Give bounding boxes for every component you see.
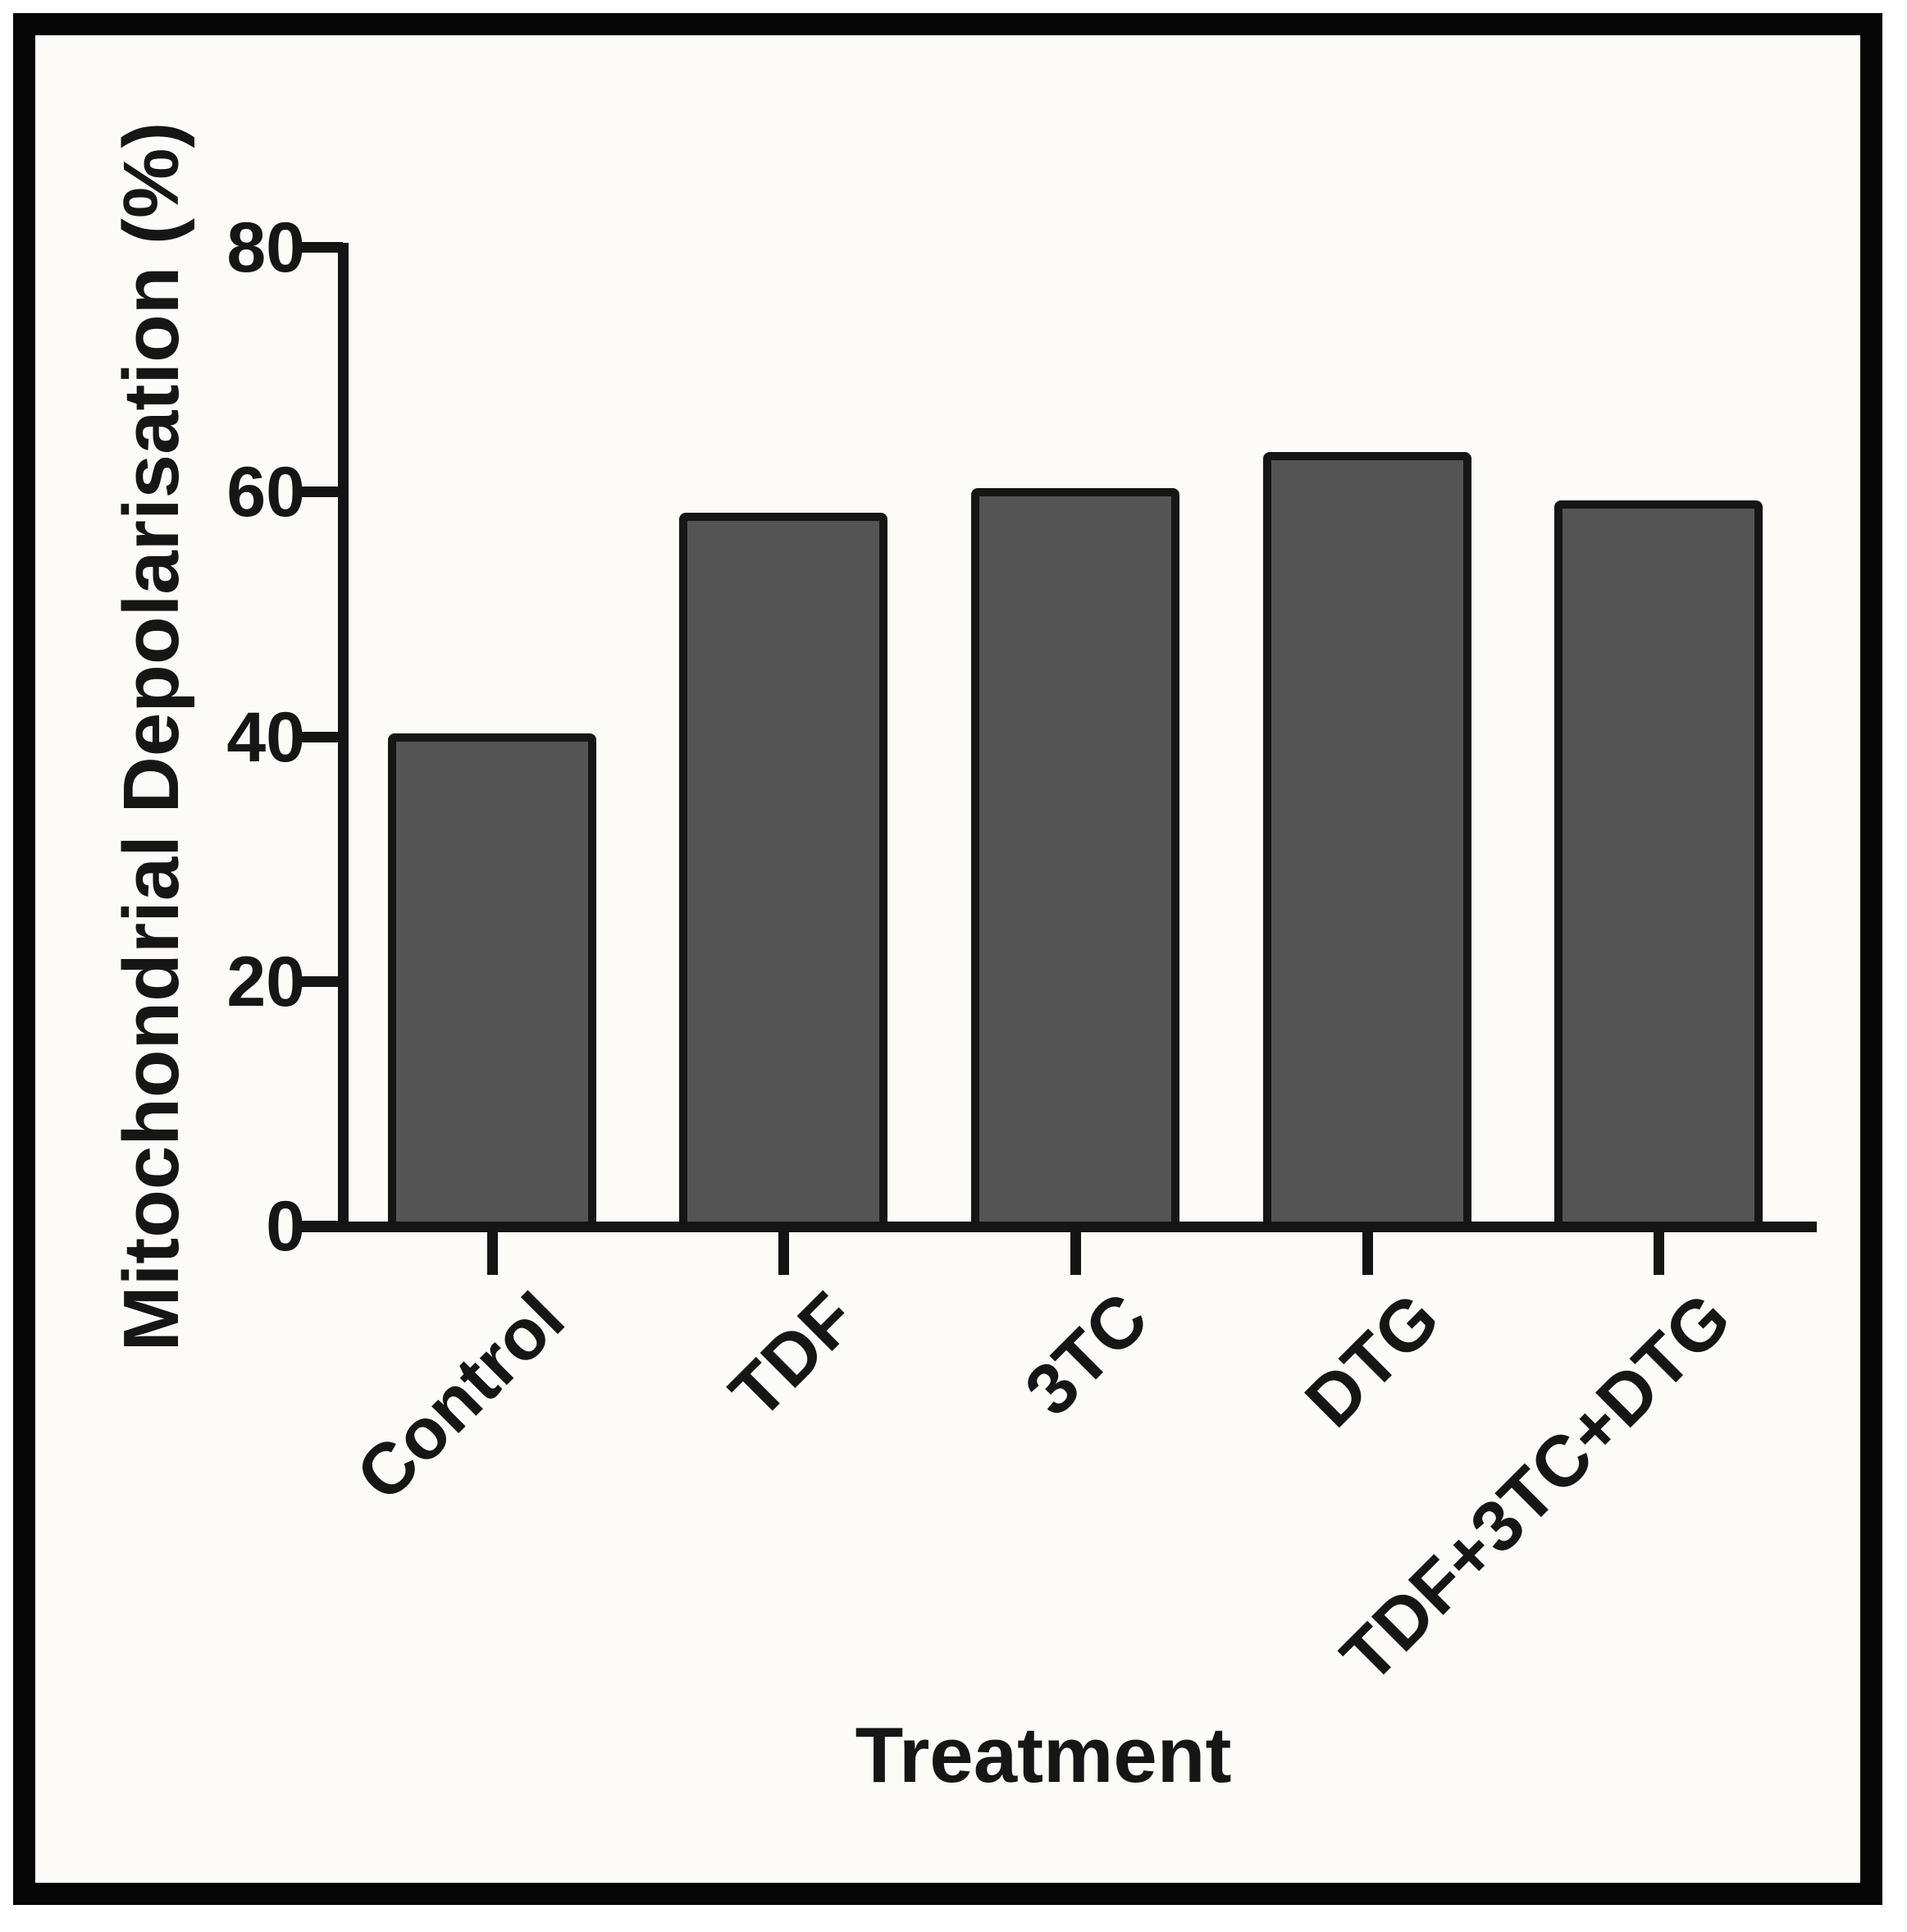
- y-tick-label: 40: [226, 698, 305, 777]
- y-tick: [302, 486, 343, 497]
- x-tick: [1070, 1232, 1081, 1275]
- y-tick: [302, 976, 343, 987]
- x-axis-title: Treatment: [855, 1711, 1232, 1799]
- bar: [1554, 500, 1763, 1231]
- y-tick-label: 20: [226, 943, 305, 1021]
- y-tick-label: 60: [226, 453, 305, 532]
- y-tick-label: 80: [226, 208, 305, 287]
- y-axis-title: Mitochondrial Depolarisation (%): [107, 121, 195, 1352]
- y-tick: [302, 1221, 343, 1231]
- y-tick: [302, 732, 343, 742]
- bar: [388, 733, 596, 1231]
- x-tick: [778, 1232, 789, 1275]
- x-tick: [487, 1232, 498, 1275]
- bar: [1263, 452, 1471, 1231]
- x-axis-line: [302, 1222, 1817, 1232]
- y-tick: [302, 242, 343, 253]
- x-tick: [1654, 1232, 1664, 1275]
- bar: [971, 488, 1179, 1231]
- y-tick-label: 0: [266, 1187, 305, 1266]
- bar: [679, 513, 887, 1231]
- x-tick: [1362, 1232, 1373, 1275]
